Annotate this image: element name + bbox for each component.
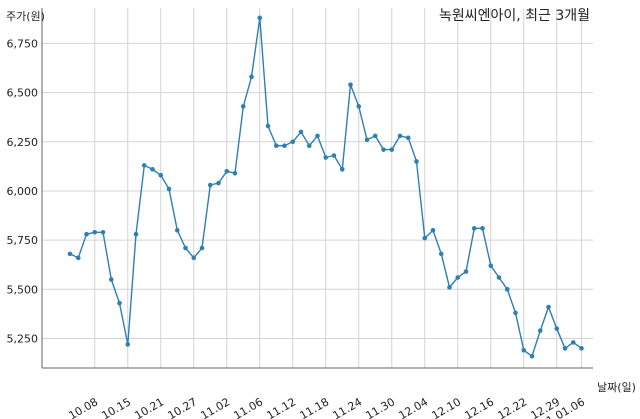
data-point [389,147,395,152]
data-point [480,226,485,231]
chart-title: 녹원씨엔아이, 최근 3개월 [439,8,590,24]
data-point [240,104,246,109]
data-point [438,251,444,257]
data-point [562,346,568,351]
data-point [183,245,188,251]
x-tick-label: 11.30 [363,395,397,419]
data-point [92,229,98,235]
data-point [554,326,560,331]
data-point [348,82,353,88]
series-group [67,15,584,359]
data-point [224,168,230,174]
y-tick-labels: 5,250 5,500 5,750 6,000 6,250 6,500 6,750 [7,37,39,345]
x-tick-label: 11.02 [198,395,232,419]
data-point [166,186,172,192]
y-tick-label: 6,500 [7,87,39,100]
data-point [150,167,155,172]
data-point [133,231,139,237]
data-point [117,300,122,306]
grid-lines [42,8,593,368]
x-tick-label: 11.06 [231,395,265,419]
data-point [191,255,197,261]
data-point [199,245,205,251]
data-point [273,143,279,149]
y-tick-label: 5,750 [7,234,39,247]
x-tick-label: 12.22 [495,395,529,419]
data-point [100,229,106,235]
data-point [356,104,362,109]
data-point [306,143,312,149]
x-tick-label: 12.10 [429,395,463,419]
data-point [257,15,263,21]
y-tick-label: 6,750 [7,37,39,50]
y-tick-label: 6,250 [7,136,39,149]
data-point [471,226,477,231]
data-point [496,275,502,280]
data-point [570,340,576,345]
data-point [381,147,386,152]
data-point [488,263,494,269]
data-point [174,227,180,233]
data-point [207,182,213,188]
data-point [249,74,254,80]
data-point [372,133,378,139]
data-point [513,310,518,316]
data-point [75,255,81,261]
axes [41,8,593,369]
y-tick-label: 5,500 [7,283,39,296]
data-point [265,123,271,129]
data-point [158,172,164,178]
data-point [579,346,584,351]
x-tick-label: 10.08 [66,395,100,419]
data-point [455,275,461,280]
x-tick-label: 11.18 [297,395,331,419]
data-point [339,167,345,172]
data-point [141,163,147,168]
x-tick-label: 12.04 [396,395,430,419]
data-point [84,231,89,237]
data-point [67,251,73,257]
data-point [430,227,436,233]
x-tick-labels: 10.08 10.15 10.21 10.27 11.02 11.06 11.12 11.18… [66,395,587,419]
data-point [414,159,419,164]
data-point [405,135,411,141]
y-tick-label: 5,250 [7,332,39,345]
x-axis-label: 날짜(일) [597,380,636,394]
x-tick-label: 10.15 [99,395,133,419]
x-tick-label: 10.27 [165,395,199,419]
data-point [282,143,287,149]
data-point [422,235,428,241]
data-point [447,285,452,290]
data-point [397,133,403,139]
data-point [290,139,296,145]
data-point [364,137,370,143]
data-point [298,129,304,135]
data-point [529,353,535,359]
x-tick-label: 10.21 [132,395,166,419]
data-point [125,342,131,347]
data-point [546,304,551,310]
data-point [504,287,510,292]
data-point [216,180,221,186]
x-tick-label: 11.24 [330,395,364,419]
data-point [537,328,543,333]
data-point [108,277,114,282]
data-point [315,133,320,139]
data-point [331,153,337,158]
y-axis-label: 주가(원) [6,10,45,23]
data-point [232,170,238,176]
data-point [463,269,469,274]
data-point [521,347,527,353]
x-tick-label: 12.16 [462,395,496,419]
y-tick-label: 6,000 [7,185,39,198]
data-point [323,155,329,160]
x-tick-label: 11.12 [264,395,298,419]
